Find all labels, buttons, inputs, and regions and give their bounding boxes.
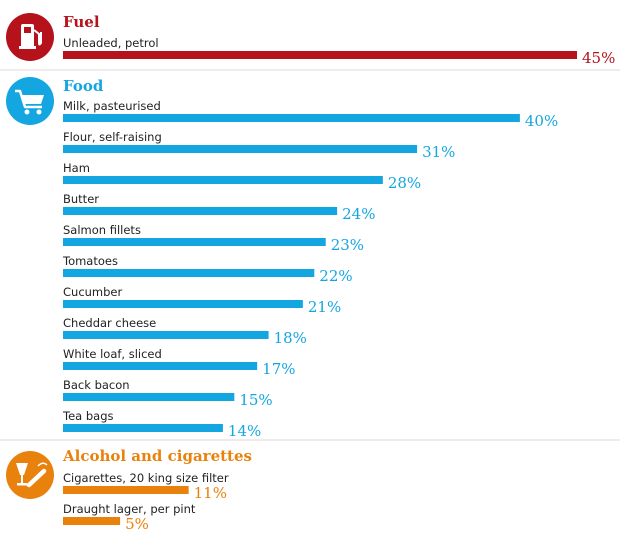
- bar-flour-self-raising: [63, 145, 418, 153]
- bar-white-loaf-sliced: [63, 362, 258, 370]
- shopping-cart-icon: [6, 77, 54, 125]
- value-label-back-bacon: 15%: [239, 391, 272, 409]
- value-label-ham: 28%: [388, 174, 421, 192]
- bar-label-back-bacon: Back bacon: [63, 378, 130, 392]
- value-label-cheddar-cheese: 18%: [274, 329, 307, 347]
- value-label-draught-lager-per-pint: 5%: [125, 515, 149, 533]
- bar-draught-lager-per-pint: [63, 517, 121, 525]
- bar-milk-pasteurised: [63, 114, 520, 122]
- value-label-salmon-fillets: 23%: [331, 236, 364, 254]
- value-label-tomatoes: 22%: [319, 267, 352, 285]
- bar-label-white-loaf-sliced: White loaf, sliced: [63, 347, 162, 361]
- bar-cheddar-cheese: [63, 331, 269, 339]
- bar-cucumber: [63, 300, 303, 308]
- bar-unleaded-petrol: [63, 51, 577, 59]
- bar-back-bacon: [63, 393, 235, 401]
- fuel-pump-icon: [6, 13, 54, 61]
- bar-ham: [63, 176, 383, 184]
- bar-label-butter: Butter: [63, 192, 99, 206]
- value-label-tea-bags: 14%: [228, 422, 261, 440]
- bar-label-unleaded-petrol: Unleaded, petrol: [63, 36, 159, 50]
- bar-tea-bags: [63, 424, 223, 432]
- value-label-unleaded-petrol: 45%: [582, 49, 615, 67]
- bar-butter: [63, 207, 338, 215]
- bar-label-cigarettes-20-king-size-filter: Cigarettes, 20 king size filter: [63, 471, 229, 485]
- value-label-white-loaf-sliced: 17%: [262, 360, 295, 378]
- value-label-milk-pasteurised: 40%: [525, 112, 558, 130]
- group-title-fuel: Fuel: [63, 13, 100, 31]
- bar-label-cucumber: Cucumber: [63, 285, 123, 299]
- bar-tomatoes: [63, 269, 315, 277]
- group-title-alcohol-and-cigarettes: Alcohol and cigarettes: [62, 447, 252, 465]
- bar-salmon-fillets: [63, 238, 326, 246]
- value-label-cucumber: 21%: [308, 298, 341, 316]
- bar-label-tomatoes: Tomatoes: [62, 254, 118, 268]
- bar-label-milk-pasteurised: Milk, pasteurised: [63, 99, 161, 113]
- bar-label-flour-self-raising: Flour, self-raising: [63, 130, 162, 144]
- value-label-cigarettes-20-king-size-filter: 11%: [194, 484, 227, 502]
- value-label-butter: 24%: [342, 205, 375, 223]
- group-title-food: Food: [63, 77, 104, 95]
- bar-cigarettes-20-king-size-filter: [63, 486, 189, 494]
- bar-label-draught-lager-per-pint: Draught lager, per pint: [63, 502, 196, 516]
- bar-label-cheddar-cheese: Cheddar cheese: [63, 316, 156, 330]
- glass-and-cigarette-icon: [6, 451, 54, 499]
- bar-label-salmon-fillets: Salmon fillets: [63, 223, 141, 237]
- value-label-flour-self-raising: 31%: [422, 143, 455, 161]
- bar-label-ham: Ham: [63, 161, 90, 175]
- bar-label-tea-bags: Tea bags: [62, 409, 114, 423]
